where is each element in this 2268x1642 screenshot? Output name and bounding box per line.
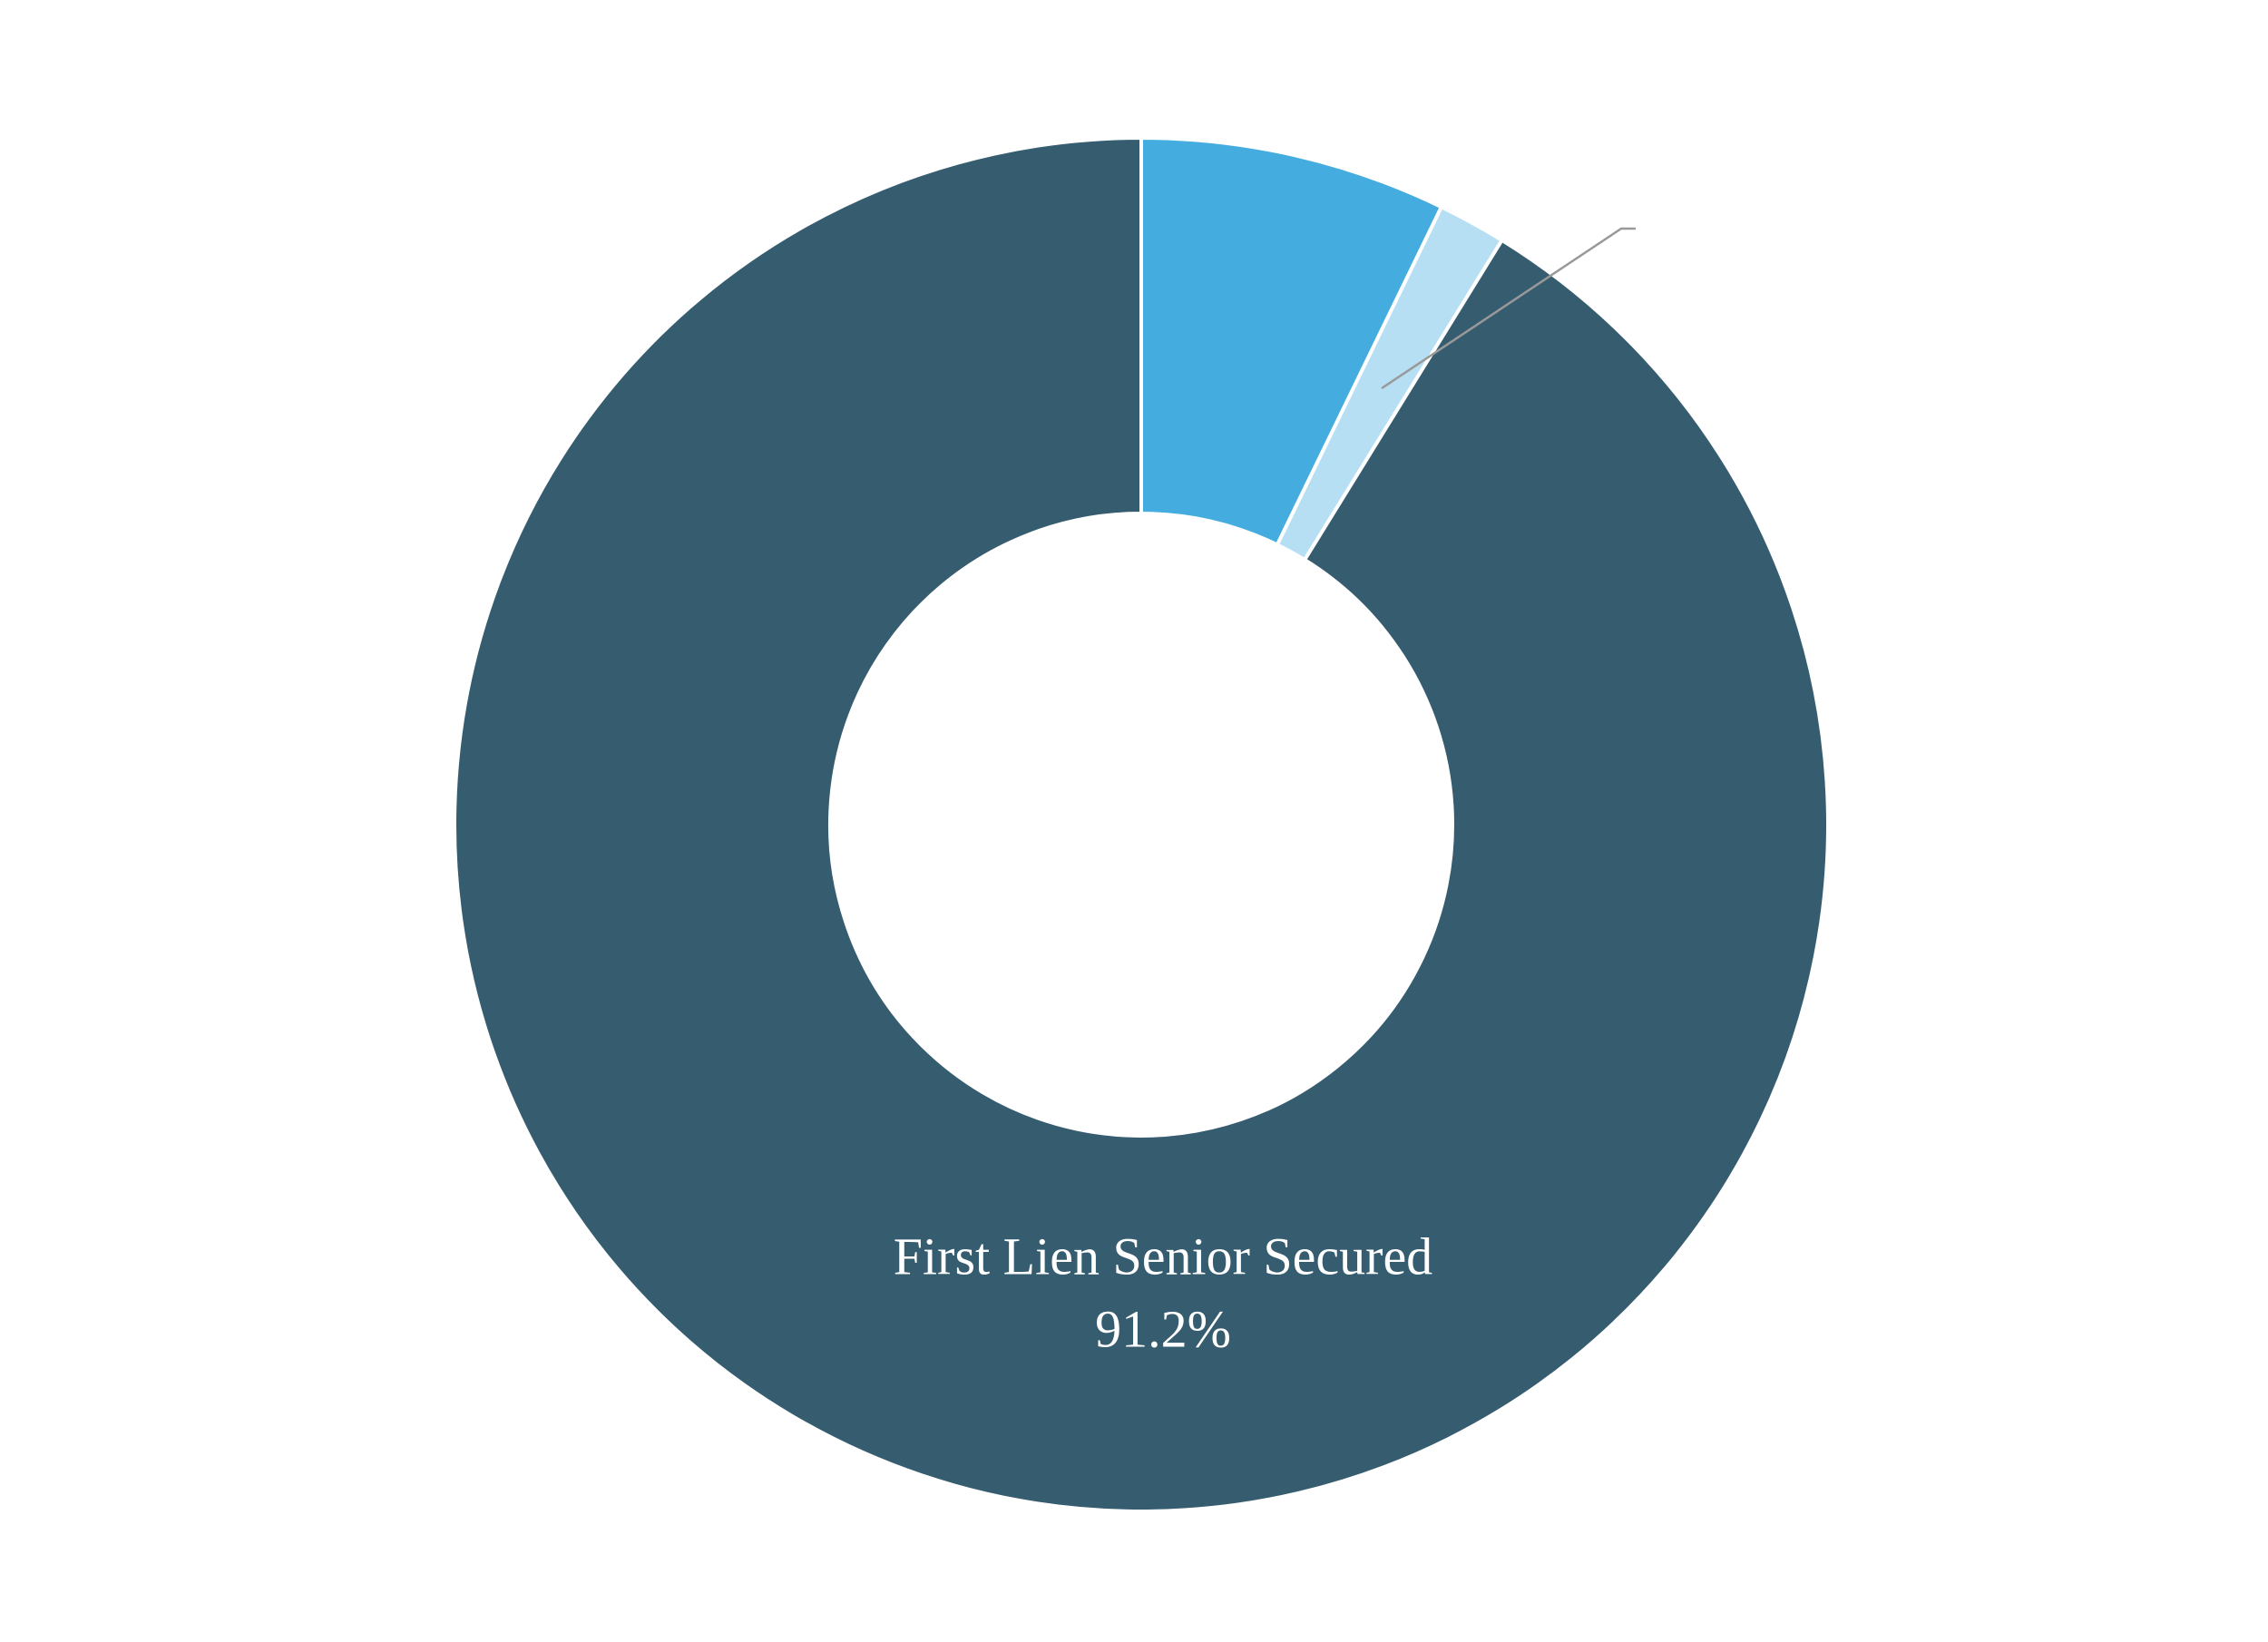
leader-line (1381, 227, 1636, 390)
labels: Second Lien / Mezzanine Debt 7.2% Equity* 1… (894, 23, 1822, 1358)
value-label: 1.6% (1684, 234, 1794, 293)
slice-label: Second Lien / Mezzanine Debt (1056, 23, 1707, 82)
slice (453, 135, 1830, 1513)
value-label: 91.2% (1095, 1299, 1231, 1358)
slice-label: First Lien Senior Secured (894, 1227, 1432, 1285)
value-label: 7.2% (1327, 95, 1437, 154)
slice-label: Equity* (1655, 158, 1822, 217)
